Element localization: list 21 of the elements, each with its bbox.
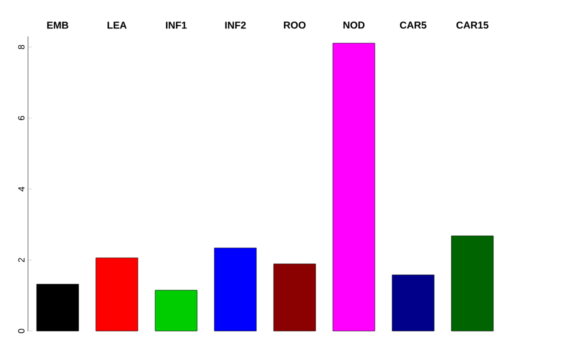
y-tick-label: 8	[18, 44, 24, 50]
x-tick-label: ROO	[284, 22, 306, 29]
bar	[451, 236, 494, 332]
bar	[96, 258, 138, 332]
x-tick-label: INF2	[225, 22, 246, 29]
bar	[332, 42, 376, 332]
bar	[154, 290, 198, 332]
bar	[214, 248, 257, 332]
y-tick-label: 6	[18, 116, 24, 120]
y-tick-label: 4	[18, 186, 24, 192]
y-tick-label: 2	[18, 258, 24, 262]
y-tick-label: 0	[18, 328, 24, 334]
x-tick-label: CAR15	[456, 22, 488, 29]
x-tick-label: LEA	[108, 22, 127, 29]
bar	[273, 264, 316, 332]
x-tick-label: NOD	[343, 22, 365, 29]
bar	[392, 274, 434, 332]
x-tick-label: INF1	[166, 22, 187, 29]
bar	[36, 284, 79, 332]
x-tick-label: EMB	[47, 22, 68, 29]
x-tick-label: CAR5	[400, 22, 426, 29]
